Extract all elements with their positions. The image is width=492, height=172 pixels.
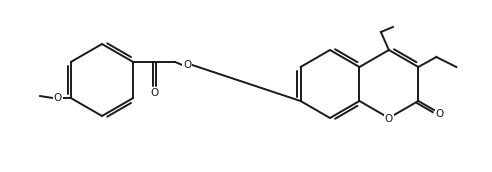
Text: O: O bbox=[54, 93, 62, 103]
Text: O: O bbox=[183, 60, 191, 70]
Text: O: O bbox=[436, 109, 444, 119]
Text: O: O bbox=[151, 88, 159, 98]
Text: O: O bbox=[385, 114, 393, 124]
